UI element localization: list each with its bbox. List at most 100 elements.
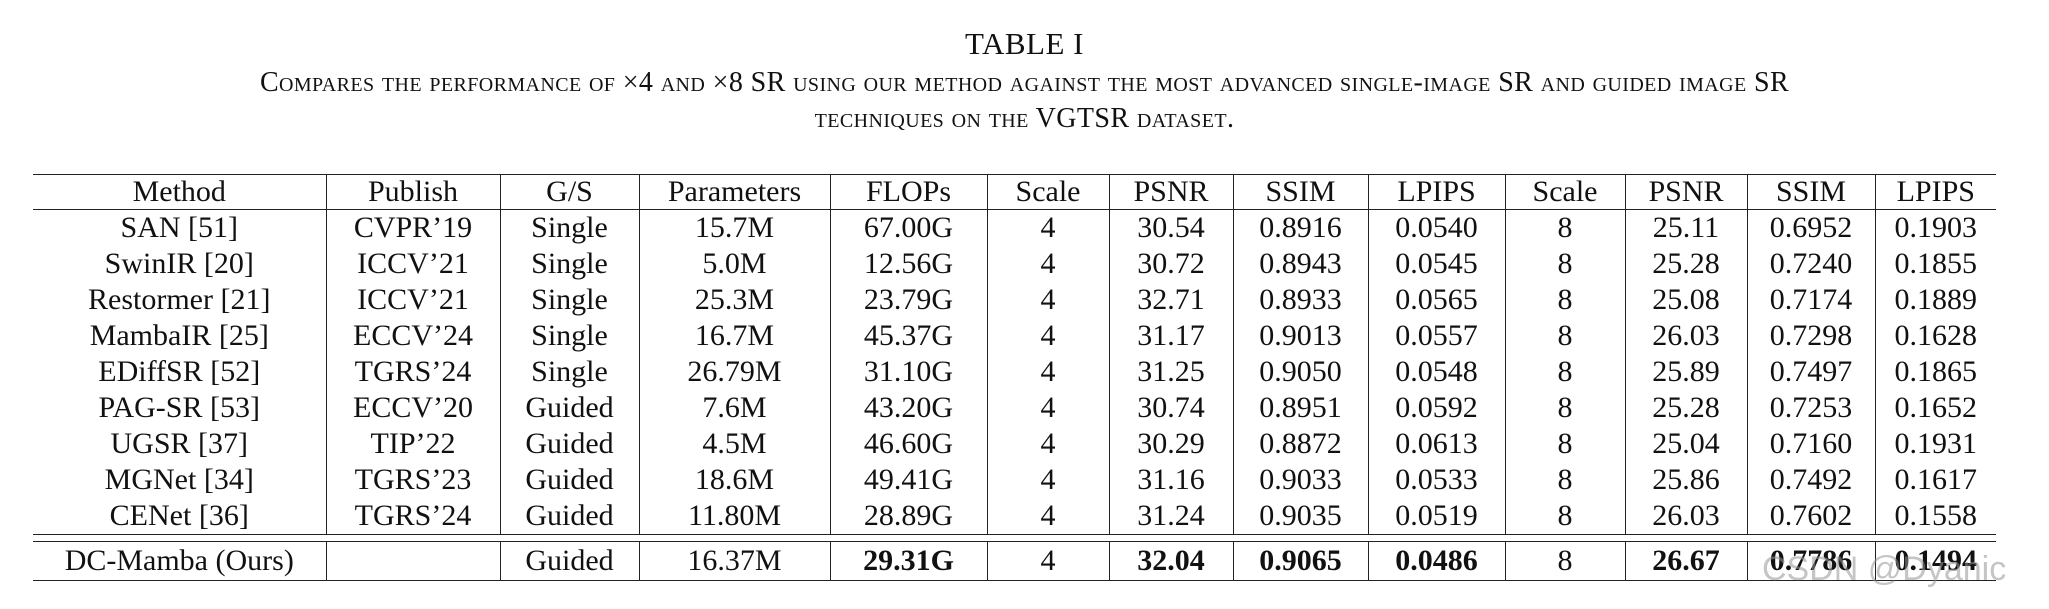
table-cell: 8 — [1504, 462, 1625, 498]
table-cell: 0.6952 — [1746, 209, 1875, 246]
table-cell: Guided — [499, 462, 639, 498]
ours-cell: Guided — [499, 541, 639, 581]
table-cell: ICCV’21 — [325, 246, 500, 282]
table-cell: 0.1617 — [1874, 462, 1996, 498]
table-cell: 0.8943 — [1232, 246, 1368, 282]
ours-cell: 16.37M — [638, 541, 830, 581]
table-cell: 0.0533 — [1367, 462, 1505, 498]
table-cell: 0.0519 — [1367, 498, 1505, 535]
column-header: PSNR — [1108, 174, 1233, 210]
table-cell: ECCV’20 — [325, 390, 500, 426]
column-header: Scale — [1504, 174, 1625, 210]
table-cell: 43.20G — [829, 390, 987, 426]
table-cell: 31.24 — [1108, 498, 1233, 535]
header-row: Method Publish G/S Parameters FLOPs Scale PSNR… — [33, 174, 1996, 210]
table-row: PAG-SR [53] ECCV’20 Guided 7.6M 43.20G 4 30.74… — [33, 390, 1996, 426]
table-cell: SAN [51] — [120, 211, 239, 244]
column-header: PSNR — [1624, 174, 1747, 210]
column-header: Method — [33, 174, 326, 210]
table-cell: 25.89 — [1624, 354, 1747, 390]
table-cell: 0.8951 — [1232, 390, 1368, 426]
table-cell: 0.7492 — [1746, 462, 1875, 498]
table-cell: 0.7253 — [1746, 390, 1875, 426]
table-cell: 12.56G — [829, 246, 987, 282]
column-header: Scale — [986, 174, 1109, 210]
table-cell: 25.28 — [1624, 246, 1747, 282]
ours-cell: 32.04 — [1108, 541, 1233, 581]
column-header: Parameters — [638, 174, 830, 210]
table-cell: 0.9033 — [1232, 462, 1368, 498]
table-cell: 0.1903 — [1874, 209, 1996, 246]
table-cell: 46.60G — [829, 426, 987, 462]
ours-cell — [325, 541, 500, 581]
table-cell: 8 — [1504, 209, 1625, 246]
ours-cell: 29.31G — [829, 541, 987, 581]
table-cell: 0.8916 — [1232, 209, 1368, 246]
ours-cell: DC-Mamba (Ours) — [33, 541, 326, 581]
table-cell: 5.0M — [638, 246, 830, 282]
table-cell: 4 — [986, 354, 1109, 390]
ours-cell: 4 — [986, 541, 1109, 581]
table-cell: 4 — [986, 426, 1109, 462]
table-cell: 26.79M — [638, 354, 830, 390]
table-cell: 32.71 — [1108, 282, 1233, 318]
table-cell: 0.1865 — [1874, 354, 1996, 390]
table-cell: 0.0592 — [1367, 390, 1505, 426]
table-cell: Guided — [499, 498, 639, 535]
results-table: Method Publish G/S Parameters FLOPs Scale PSNR… — [33, 174, 1996, 581]
table-cell: 45.37G — [829, 318, 987, 354]
table-cell: 0.1652 — [1874, 390, 1996, 426]
table-cell: Guided — [499, 390, 639, 426]
table-row: Restormer [21] ICCV’21 Single 25.3M 23.79G 4 3… — [33, 282, 1996, 318]
table-cell: 8 — [1504, 318, 1625, 354]
table-cell: 0.1889 — [1874, 282, 1996, 318]
table-cell: 31.17 — [1108, 318, 1233, 354]
table-row: SwinIR [20] ICCV’21 Single 5.0M 12.56G 4 30.72… — [33, 246, 1996, 282]
table-cell: 4.5M — [638, 426, 830, 462]
table-cell: 25.3M — [638, 282, 830, 318]
table-cell: 8 — [1504, 282, 1625, 318]
table-cell: 16.7M — [638, 318, 830, 354]
table-cell: Single — [499, 318, 639, 354]
table-row: UGSR [37] TIP’22 Guided 4.5M 46.60G 4 30.29 0.8… — [33, 426, 1996, 462]
table-cell: 0.0548 — [1367, 354, 1505, 390]
table-cell: 0.7298 — [1746, 318, 1875, 354]
table-cell: SwinIR [20] — [104, 247, 254, 280]
table-cell: 0.9035 — [1232, 498, 1368, 535]
table-cell: 4 — [986, 390, 1109, 426]
ours-cell: 0.1494 — [1874, 541, 1996, 581]
table-cell: Single — [499, 354, 639, 390]
table-cell: TGRS’24 — [325, 354, 500, 390]
table-cell: 11.80M — [638, 498, 830, 535]
table-body: SAN [51] CVPR’19 Single 15.7M 67.00G 4 30.54 0.… — [33, 209, 1996, 535]
table-cell: 4 — [986, 246, 1109, 282]
table-cell: 23.79G — [829, 282, 987, 318]
table-cell: 8 — [1504, 498, 1625, 535]
table-cell: 0.1628 — [1874, 318, 1996, 354]
table-cell: PAG-SR [53] — [98, 391, 260, 424]
table-cell: 0.0565 — [1367, 282, 1505, 318]
table-cell: 67.00G — [829, 209, 987, 246]
table-cell: 25.04 — [1624, 426, 1747, 462]
table-cell: Single — [499, 209, 639, 246]
ours-cell: 0.9065 — [1232, 541, 1368, 581]
table-row: CENet [36] TGRS’24 Guided 11.80M 28.89G 4 31.2… — [33, 498, 1996, 535]
table-cell: Restormer [21] — [88, 283, 271, 316]
column-header: SSIM — [1746, 174, 1875, 210]
column-header: Publish — [325, 174, 500, 210]
ours-cell: 0.0486 — [1367, 541, 1505, 581]
table-row: MGNet [34] TGRS’23 Guided 18.6M 49.41G 4 31.16… — [33, 462, 1996, 498]
table-cell: 0.8933 — [1232, 282, 1368, 318]
table-cell: 0.9013 — [1232, 318, 1368, 354]
table-cell: 31.16 — [1108, 462, 1233, 498]
column-header: FLOPs — [829, 174, 987, 210]
table-cell: 0.0540 — [1367, 209, 1505, 246]
table-cell: 0.9050 — [1232, 354, 1368, 390]
table-cell: 49.41G — [829, 462, 987, 498]
table-cell: 30.72 — [1108, 246, 1233, 282]
table-cell: 31.25 — [1108, 354, 1233, 390]
table-cell: 26.03 — [1624, 318, 1747, 354]
table-caption-line-2: techniques on the VGTSR dataset. — [814, 103, 1235, 134]
table-separator — [33, 534, 1996, 542]
ours-cell: 8 — [1504, 541, 1625, 581]
